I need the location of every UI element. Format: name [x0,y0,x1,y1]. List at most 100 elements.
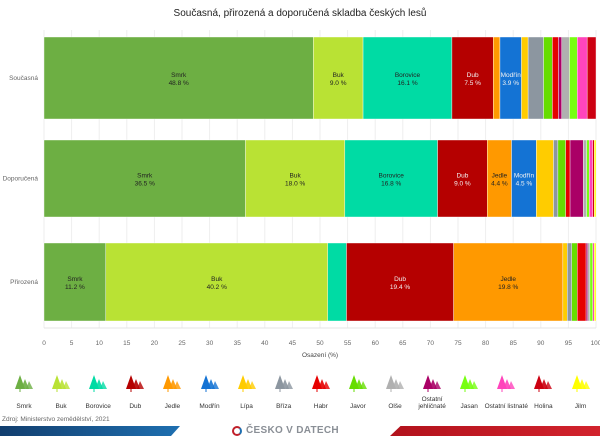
tree-icon [311,375,330,392]
bar-segment-bříza [553,139,559,218]
bar-segment-lípa [521,36,529,120]
segment-value-label: 16.1 % [397,80,417,87]
bar-segment-jasan [569,36,578,120]
bar-segment-olše [587,242,591,322]
category-label: Přirozená [10,279,38,286]
legend-item: Smrk [2,372,46,410]
tree-icon [497,375,516,392]
bar-segment-borovice [362,36,453,120]
tree-icon [237,375,256,392]
segment-value-label: 36.5 % [135,181,155,188]
x-tick-label: 80 [482,340,490,347]
segment-name-label: Smrk [137,173,153,180]
stacked-bar-chart: 0 5 10 15 20 25 30 35 40 45 50 55 60 65 70 75 80 85 90 95 10… [3,30,600,359]
legend-item: Ostatní listnaté [484,372,528,410]
tree-icon [163,375,182,392]
chart-title: Současná, přirozená a doporučená skladba… [173,8,427,19]
bar-segment-olše [561,36,570,120]
x-tick-label: 10 [96,340,104,347]
brand-name: ČESKO V DATECH [246,425,339,436]
legend-item: Jedle [150,372,194,410]
bar-segment-habr [577,242,587,322]
segment-value-label: 3.9 % [502,80,519,87]
segment-name-label: Modřín [514,173,535,180]
tree-icon [200,375,219,392]
bar-segment-ostatní-listnaté [577,36,588,120]
bar-segment-bříza [527,36,544,120]
segment-value-label: 40.2 % [207,284,227,291]
x-tick-label: 95 [565,340,573,347]
tree-icon [386,375,404,392]
x-tick-label: 0 [42,340,46,347]
legend-item: Javor [336,372,380,410]
legend-label: Lípa [240,403,253,410]
source-note: Zdroj: Ministerstvo zemědělství, 2021 [2,416,110,423]
segment-name-label: Buk [333,72,345,79]
x-axis-title: Osazení (%) [302,352,338,359]
x-tick-label: 75 [454,340,462,347]
bar-segment-jedle [453,242,564,322]
tree-icon [15,375,33,392]
bar-segment-lípa [536,139,554,218]
segment-name-label: Borovice [379,173,405,180]
bar-segment-borovice [344,139,438,218]
x-tick-label: 45 [289,340,297,347]
legend-label: Buk [55,403,67,410]
bar-segment-jedle [493,36,501,120]
bar-segment-smrk [43,139,246,218]
bar-segment-holina [586,36,597,120]
x-tick-label: 5 [70,340,74,347]
bar-segment-habr [565,139,571,218]
bar-segment-javor [543,36,553,120]
legend-label: Smrk [16,403,32,410]
bar-segment-buk [105,242,328,322]
bar-segment-ostatní-listnaté [589,139,593,218]
segment-name-label: Jedle [492,173,508,180]
bar-segment-dub [437,139,488,218]
segment-value-label: 16.8 % [381,181,401,188]
segment-name-label: Dub [456,173,468,180]
bar-segment-javor [557,139,566,218]
x-tick-label: 35 [234,340,242,347]
tree-icon [274,375,293,392]
legend-label: Jedle [164,403,181,410]
bar-segment-habr [552,36,559,120]
bar-segment-olše [583,139,587,218]
tree-icon [348,375,367,392]
x-tick-label: 90 [537,340,545,347]
legend-item: Borovice [76,372,120,410]
x-tick-label: 100 [591,340,600,347]
legend-label: Modřín [199,403,220,410]
bar-segment-smrk [43,242,107,322]
bar-segment-ostatní-jehličnaté [558,36,562,120]
footer-banner [0,426,600,436]
segment-value-label: 19.4 % [390,284,410,291]
segment-value-label: 19.8 % [498,284,518,291]
segment-name-label: Dub [467,72,479,79]
legend-label: Jasan [460,403,478,410]
footer-band-red [390,426,600,436]
bar-segment-holina [592,139,595,218]
legend-label: Habr [313,403,328,410]
category-label: Současná [9,75,38,82]
legend-item: Olše [373,372,417,410]
segment-value-label: 48.8 % [169,80,189,87]
legend: Smrk Buk Borovice Dub Jedle Modřín Lípa Bříza Ha… [0,372,600,418]
bar-segment-jilm [594,139,597,218]
brand-logo: ČESKO V DATECH [232,425,339,436]
bar-segment-dub [346,242,454,322]
footer-band-blue [0,426,180,436]
legend-label: Javor [349,403,366,410]
x-tick-label: 85 [510,340,518,347]
tree-icon [460,375,479,392]
segment-name-label: Smrk [67,276,83,283]
legend-label: Borovice [85,403,111,410]
segment-name-label: Borovice [395,72,421,79]
legend-item: Buk [39,372,83,410]
tree-icon [534,375,553,392]
bar-segment-borovice [327,242,347,322]
legend-item: Ostatní jehličnaté [410,372,454,410]
legend-label: Ostatní listnaté [484,403,528,410]
segment-name-label: Buk [290,173,302,180]
segment-value-label: 18.0 % [285,181,305,188]
